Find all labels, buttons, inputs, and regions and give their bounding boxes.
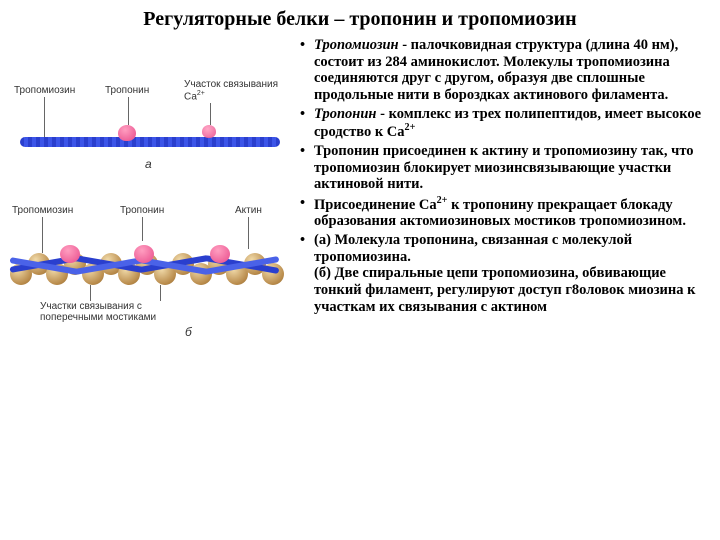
bullet-item: Тропомиозин - палочковидная структура (д… (314, 37, 710, 104)
page-title: Регуляторные белки – тропонин и тропомио… (10, 8, 710, 31)
bullet-item: Присоединение Са2+ к тропонину прекращае… (314, 195, 710, 230)
troponin-b (210, 245, 230, 263)
pointer (142, 217, 143, 241)
label-troponin-b: Тропонин (120, 205, 164, 216)
bullet-item: (а) Молекула тропонина, связанная с моле… (314, 232, 710, 315)
pointer (210, 103, 211, 125)
pointer (44, 97, 45, 137)
bullet-list: Тропомиозин - палочковидная структура (д… (298, 37, 710, 315)
label-ca-site: Участок связывания Са2+ (184, 79, 284, 102)
troponin-b (60, 245, 80, 263)
letter-a: а (145, 157, 152, 171)
ca-bulge (202, 125, 216, 138)
label-troponin-a: Тропонин (105, 85, 149, 96)
pointer (90, 285, 91, 301)
letter-b: б (185, 325, 192, 339)
label-tropomyosin-b: Тропомиозин (12, 205, 73, 216)
label-actin: Актин (235, 205, 262, 216)
pointer (128, 97, 129, 125)
actin-filament (10, 247, 290, 287)
pointer (160, 285, 161, 301)
tropomyosin-strand-a (20, 137, 280, 147)
bullet-item: Тропонин присоединен к актину и тропомио… (314, 143, 710, 193)
troponin-a (118, 125, 136, 141)
label-tropomyosin-a: Тропомиозин (14, 85, 75, 96)
pointer (248, 217, 249, 249)
label-bridge-sites: Участки связывания с поперечными мостика… (40, 301, 190, 323)
text-panel: Тропомиозин - палочковидная структура (д… (298, 37, 710, 517)
content-row: Тропомиозин Тропонин Участок связывания … (10, 37, 710, 517)
troponin-b (134, 245, 154, 263)
bullet-item: Тропонин - комплекс из трех полипептидов… (314, 106, 710, 141)
diagram-panel: Тропомиозин Тропонин Участок связывания … (10, 37, 290, 517)
